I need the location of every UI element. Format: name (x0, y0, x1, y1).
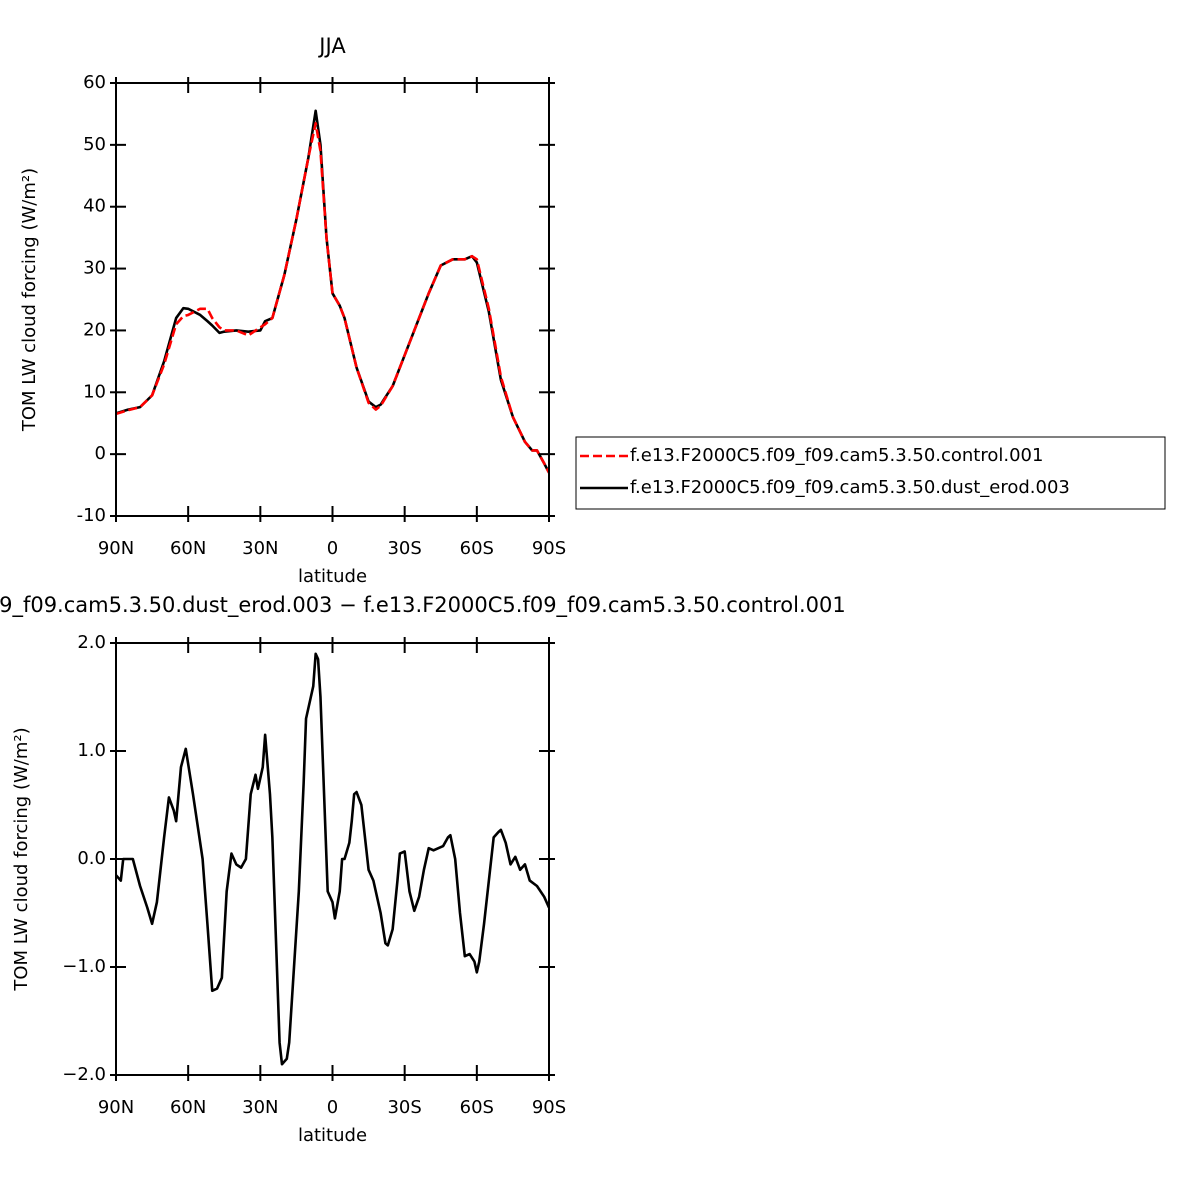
y-tick-label: 50 (83, 134, 106, 155)
y-tick-label: 0.0 (77, 848, 106, 869)
x-tick-label: 30S (387, 538, 421, 559)
y-tick-label: 20 (83, 319, 106, 340)
x-tick-label: 30N (242, 538, 278, 559)
chart-title: JJA (317, 34, 346, 58)
y-tick-label: 2.0 (77, 632, 106, 653)
data-line (116, 652, 549, 1066)
y-tick-label: 40 (83, 196, 106, 217)
plot-area (116, 652, 549, 1066)
plot-frame (115, 82, 550, 517)
legend: f.e13.F2000C5.f09_f09.cam5.3.50.control.… (575, 436, 1166, 510)
y-tick-label: 1.0 (77, 740, 106, 761)
x-tick-label: 60S (460, 1097, 494, 1118)
x-tick-label: 0 (327, 1097, 338, 1118)
x-tick-label: 90N (98, 538, 134, 559)
y-tick-label: −2.0 (62, 1064, 106, 1085)
y-tick-label: 30 (83, 258, 106, 279)
x-axis-label: latitude (298, 1125, 367, 1146)
y-tick-label: 0 (95, 443, 106, 464)
x-tick-label: 0 (327, 538, 338, 559)
legend-label: f.e13.F2000C5.f09_f09.cam5.3.50.control.… (630, 445, 1043, 466)
x-tick-label: 90S (532, 538, 566, 559)
legend-label: f.e13.F2000C5.f09_f09.cam5.3.50.dust_ero… (630, 477, 1070, 498)
legend-box (575, 436, 1166, 510)
plot-frame (115, 642, 550, 1076)
y-tick-label: −1.0 (62, 956, 106, 977)
x-tick-label: 60S (460, 538, 494, 559)
y-tick-label: 60 (83, 72, 106, 93)
x-tick-label: 30N (242, 1097, 278, 1118)
y-tick-label: -10 (77, 505, 106, 526)
data-line (116, 121, 549, 474)
x-tick-label: 60N (170, 538, 206, 559)
y-tick-label: 10 (83, 381, 106, 402)
plot-area (116, 109, 549, 474)
x-tick-label: 90S (532, 1097, 566, 1118)
x-tick-label: 30S (387, 1097, 421, 1118)
y-axis-label: TOM LW cloud forcing (W/m²) (19, 168, 40, 432)
chart-title: f.e13.F2000C5.f09_f09.cam5.3.50.dust_ero… (0, 593, 846, 618)
x-tick-label: 60N (170, 1097, 206, 1118)
y-axis-label: TOM LW cloud forcing (W/m²) (11, 727, 32, 991)
x-axis-label: latitude (298, 566, 367, 587)
x-tick-label: 90N (98, 1097, 134, 1118)
